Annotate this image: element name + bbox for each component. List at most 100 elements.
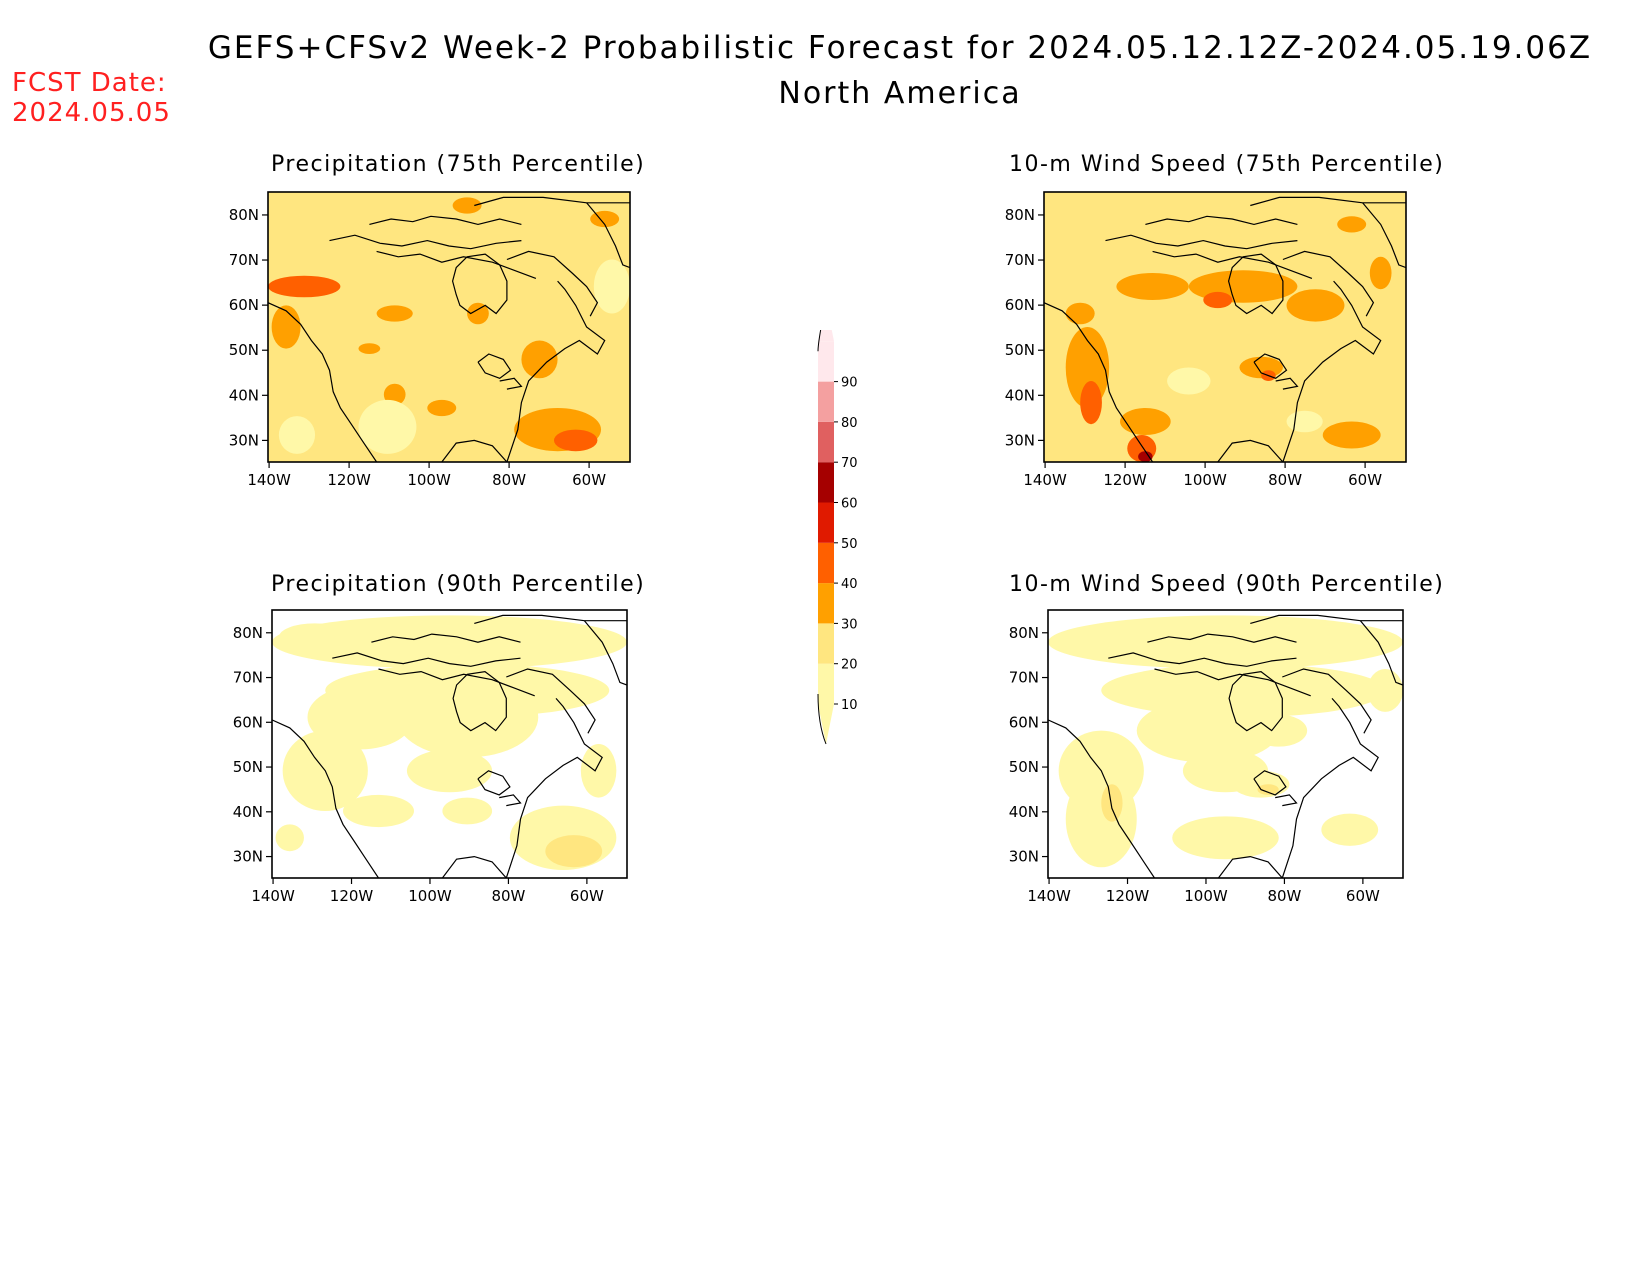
shaded-region (1257, 784, 1279, 795)
map-precip75: 80N 70N 60N 50N 40N 30N 140W 120W 100W 80W 60W (229, 191, 631, 489)
lat-tick-label: 50N (233, 758, 263, 776)
coastline (329, 234, 522, 250)
coastline (1359, 620, 1403, 686)
shaded-region (1065, 302, 1095, 325)
lon-tick-label: 100W (408, 887, 452, 905)
coastline (441, 855, 507, 878)
map-frame (1047, 609, 1404, 879)
coastline (499, 377, 523, 390)
coastline (474, 614, 627, 624)
shaded-region (383, 383, 406, 406)
forecast-date-value: 2024.05.05 (12, 98, 171, 128)
coastline (506, 668, 596, 734)
color-bar-lower-end (818, 704, 834, 744)
coastline (332, 652, 521, 667)
lon-tick-label: 120W (1106, 887, 1150, 905)
lon-tick-label: 140W (1027, 887, 1071, 905)
color-bar-segment (818, 502, 834, 543)
lat-tick-label: 70N (233, 669, 263, 687)
coastline (378, 668, 535, 697)
shaded-region (307, 685, 414, 750)
shaded-region (278, 416, 316, 454)
shaded-region (1065, 770, 1137, 868)
shaded-region (1136, 698, 1279, 763)
color-bar-label: 40 (841, 577, 858, 592)
lon-tick-label: 100W (1183, 471, 1227, 489)
coastline (376, 250, 537, 279)
shaded-region (271, 305, 301, 349)
coastline (1147, 633, 1297, 643)
shaded-region (427, 399, 457, 417)
lat-tick-label: 40N (1009, 803, 1039, 821)
lat-tick-label: 50N (1005, 341, 1035, 359)
color-bar-segment (818, 542, 834, 584)
color-bar-segment (818, 583, 834, 624)
shaded-region (545, 835, 603, 868)
lon-tick-label: 80W (1268, 471, 1302, 489)
color-bar-segment (818, 421, 834, 463)
coastline (506, 280, 606, 462)
shaded-region (1232, 770, 1290, 798)
shaded-region (279, 623, 351, 651)
map-panel-wind90: 80N 70N 60N 50N 40N 30N 140W 120W 100W 80W 60W (1009, 609, 1415, 906)
shaded-region (467, 302, 489, 325)
color-bar-label: 80 (841, 416, 858, 431)
shaded-region (358, 399, 417, 454)
shaded-region (268, 275, 341, 298)
lon-tick-label: 60W (1346, 887, 1380, 905)
lon-tick-label: 140W (247, 471, 291, 489)
lat-tick-label: 80N (229, 206, 259, 224)
lat-tick-label: 70N (1005, 251, 1035, 269)
lat-tick-label: 60N (1005, 296, 1035, 314)
color-bar-label: 70 (841, 456, 858, 471)
coastline (1227, 253, 1284, 315)
color-bar-segment (818, 663, 834, 704)
shaded-region (1172, 816, 1279, 860)
coastline (583, 620, 627, 686)
map-frame (271, 609, 628, 879)
coastline (1253, 353, 1288, 379)
lat-tick-label: 60N (233, 713, 263, 731)
lat-tick-label: 80N (1009, 624, 1039, 642)
shaded-region (1080, 381, 1102, 425)
shaded-region (343, 794, 414, 828)
shaded-region (1286, 289, 1345, 322)
map-frame (1043, 191, 1407, 463)
shaded-region (442, 797, 493, 825)
color-bar-label: 10 (841, 698, 858, 713)
coastline (441, 439, 508, 462)
lon-tick-label: 100W (407, 471, 451, 489)
color-bar-label: 60 (841, 497, 858, 512)
shaded-region (1116, 273, 1189, 300)
lon-tick-label: 120W (330, 887, 374, 905)
coastline (1253, 770, 1287, 796)
shaded-region (1138, 451, 1153, 462)
panel-title-precip90: Precipitation (90th Percentile) (271, 572, 646, 597)
shaded-region (1239, 356, 1283, 379)
lat-tick-label: 40N (233, 803, 263, 821)
coastline (1108, 652, 1297, 667)
shaded-region (1286, 410, 1323, 433)
lon-tick-label: 120W (327, 471, 371, 489)
shaded-region (1337, 216, 1367, 233)
color-bar-label: 20 (841, 658, 858, 673)
shaded-region (1369, 256, 1392, 290)
shaded-region (1203, 291, 1233, 309)
color-bar-segment (818, 381, 834, 422)
lon-tick-label: 60W (572, 471, 606, 489)
page-title: GEFS+CFSv2 Week-2 Probabilistic Forecast… (207, 30, 1593, 66)
coastline (1281, 698, 1379, 878)
lat-tick-label: 50N (229, 341, 259, 359)
coastline (451, 253, 508, 315)
coastline (1250, 614, 1403, 624)
coastline (1154, 668, 1311, 697)
lat-tick-label: 60N (229, 296, 259, 314)
lat-tick-label: 70N (1009, 669, 1039, 687)
coastline (1275, 794, 1298, 807)
color-bar-segment (818, 341, 834, 382)
coastline (1250, 196, 1406, 207)
shaded-region (521, 340, 558, 379)
color-bar-segment (818, 462, 834, 503)
coastline (477, 353, 512, 379)
shaded-region (1101, 784, 1123, 822)
